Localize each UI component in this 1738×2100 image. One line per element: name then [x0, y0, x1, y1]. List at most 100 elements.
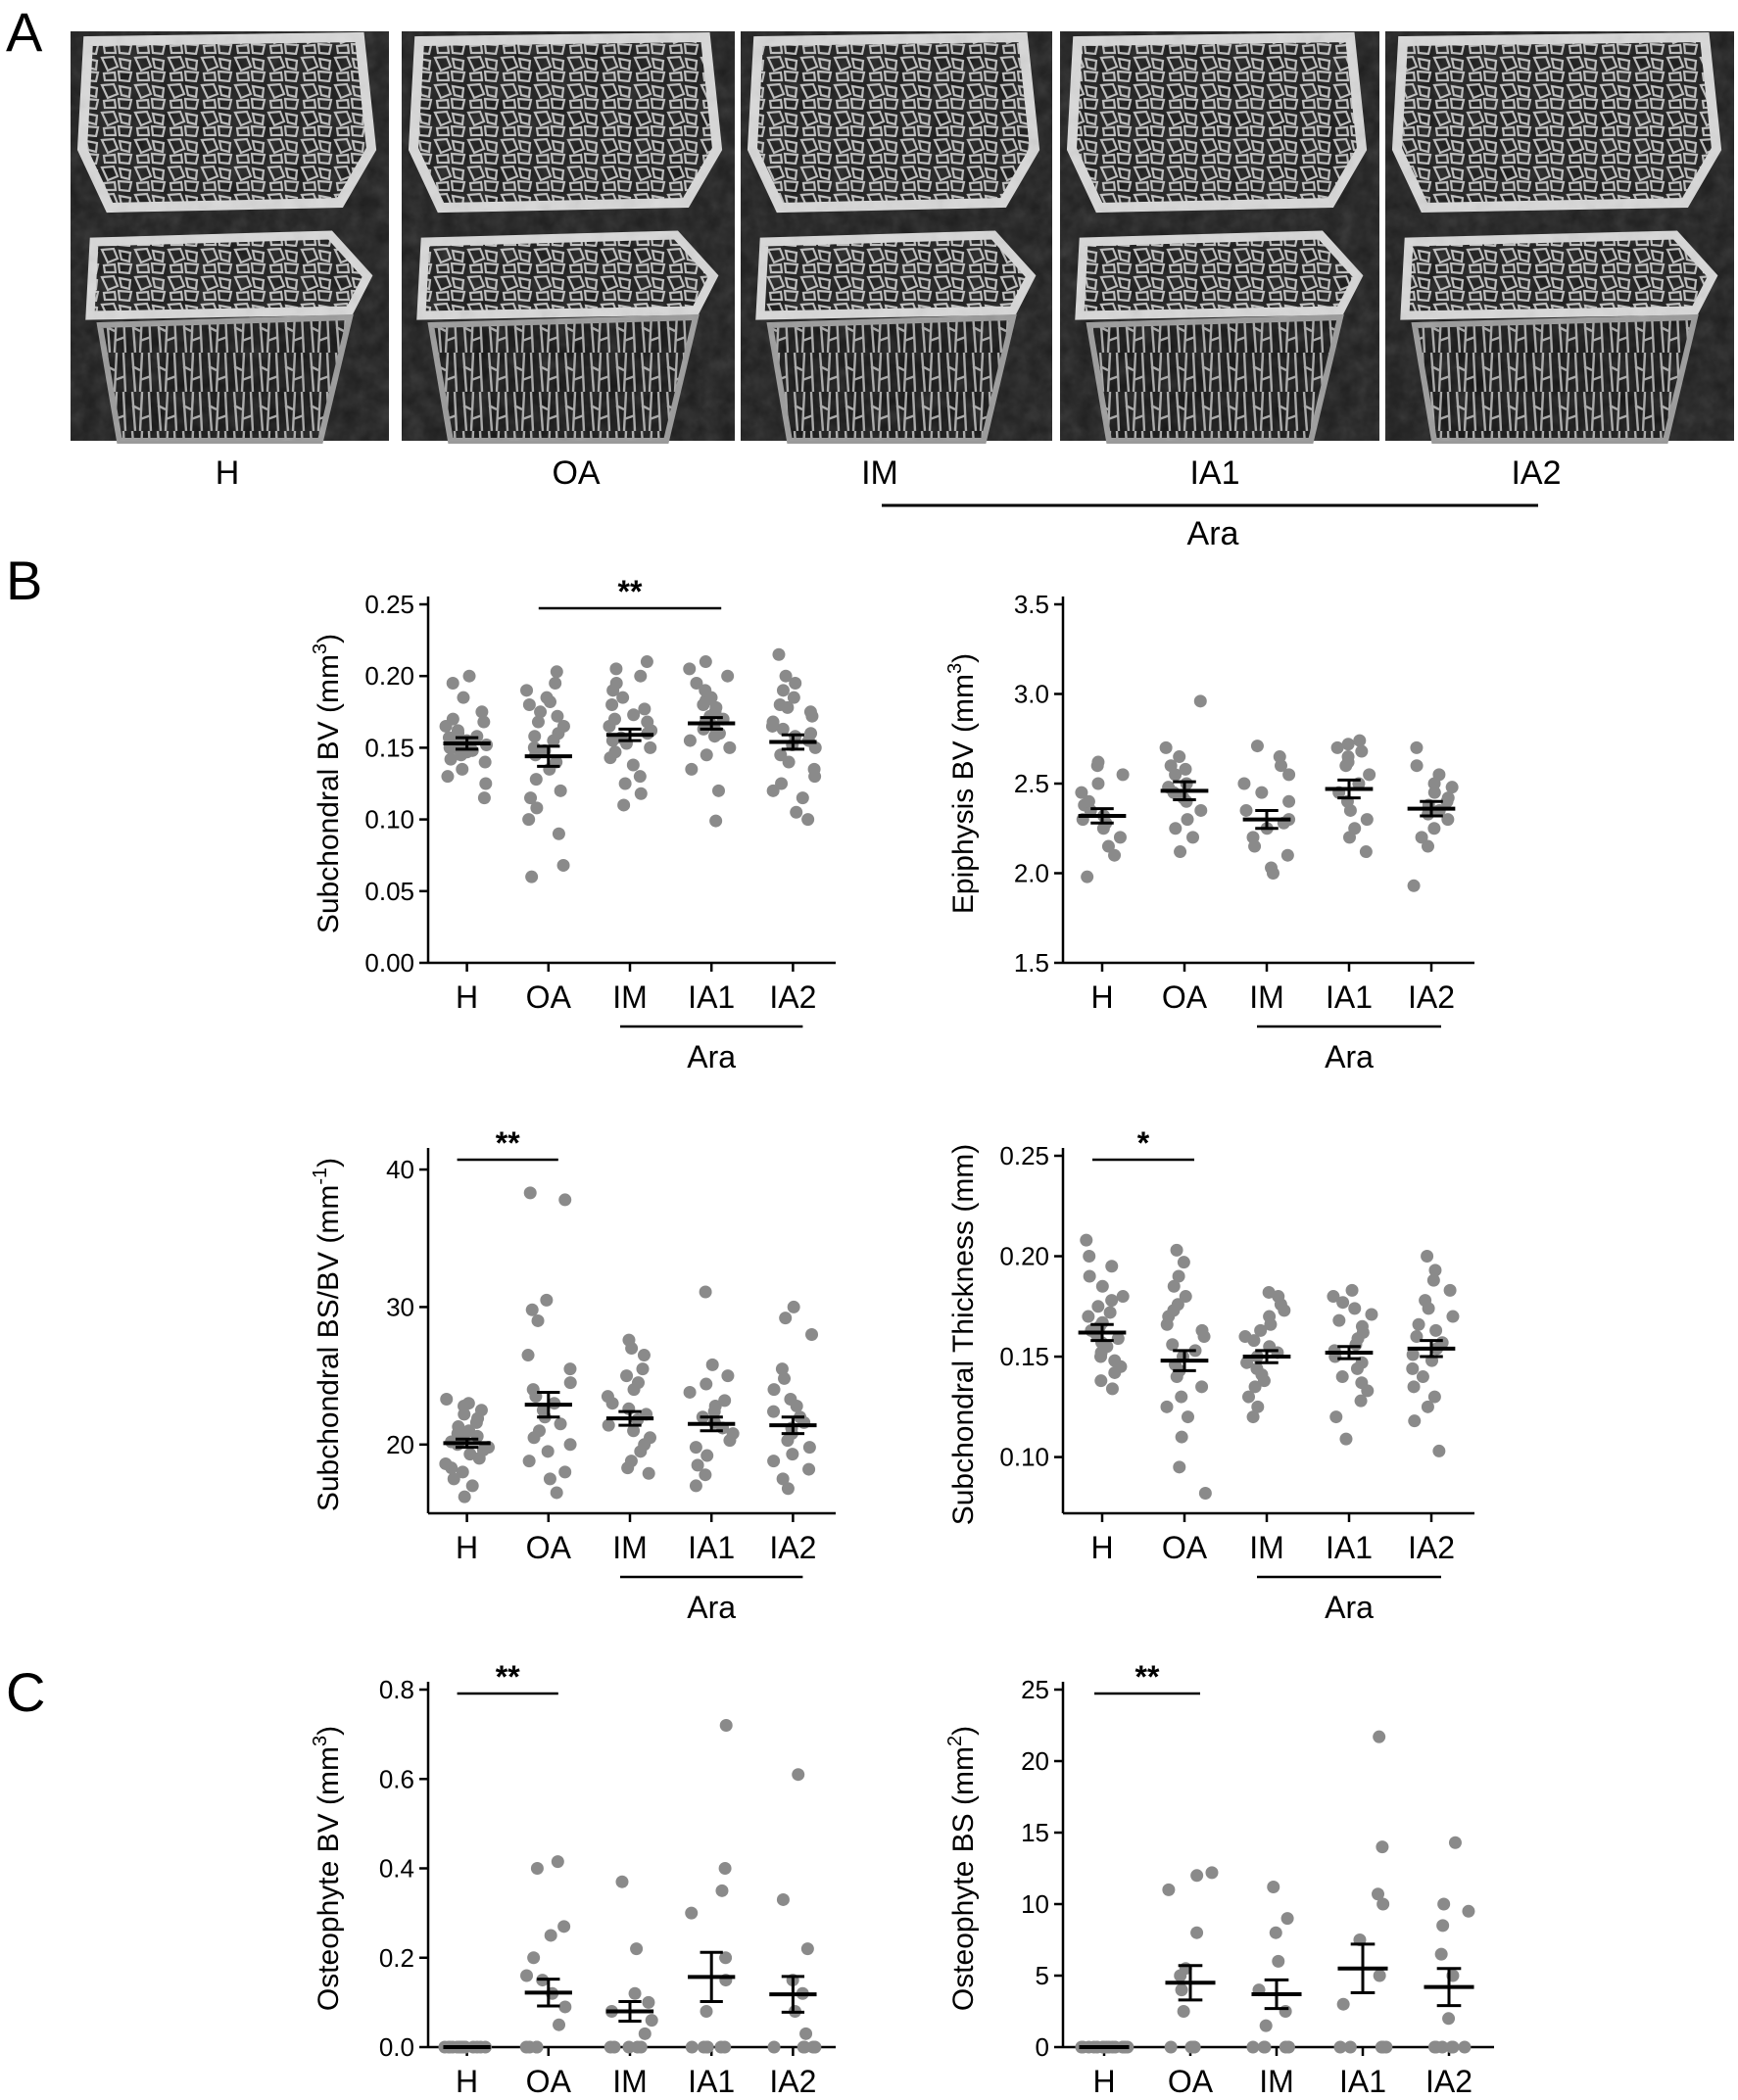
data-point [544, 1929, 557, 1942]
data-point [558, 2000, 572, 2014]
data-point [778, 1371, 792, 1385]
data-point [1443, 1283, 1457, 1297]
x-tick-label: OA [526, 979, 572, 1015]
data-point [1162, 1883, 1176, 1896]
data-point [1406, 1348, 1420, 1361]
data-point [554, 784, 567, 797]
data-point [523, 1186, 537, 1200]
data-point [1181, 813, 1194, 827]
image-label-im: IM [861, 454, 898, 492]
data-point [1427, 786, 1441, 799]
data-point [689, 1479, 702, 1493]
data-point [533, 1424, 547, 1438]
data-point [787, 1300, 800, 1313]
data-point [521, 1349, 535, 1362]
data-point [808, 2040, 822, 2054]
data-point [1427, 822, 1441, 835]
data-point [1198, 1486, 1212, 1500]
data-point [1355, 1319, 1369, 1333]
data-point [477, 791, 491, 805]
data-point [617, 798, 631, 812]
data-point [699, 1468, 712, 1482]
data-point [447, 1472, 460, 1486]
data-point [1254, 1323, 1268, 1337]
data-point [602, 1418, 615, 1432]
data-point [1442, 2012, 1456, 2026]
data-point [1410, 740, 1424, 754]
data-point [1429, 1323, 1443, 1337]
data-point [1195, 1380, 1209, 1394]
data-point [531, 715, 545, 729]
data-point [642, 1466, 655, 1480]
data-point [1262, 1285, 1276, 1299]
data-point [1242, 1390, 1256, 1404]
data-point [708, 1400, 722, 1412]
data-point [699, 1285, 712, 1299]
image-label-ia1: IA1 [1189, 454, 1239, 492]
data-point [1376, 1897, 1390, 1911]
data-point [718, 2040, 732, 2054]
data-point [1181, 1410, 1194, 1424]
data-point [1462, 1904, 1475, 1918]
data-point [530, 801, 544, 815]
data-point [1246, 831, 1260, 844]
micro-ct-image-1 [71, 31, 389, 444]
data-point [475, 705, 489, 719]
data-point [465, 1479, 479, 1493]
data-point [719, 1951, 733, 1965]
data-point [1363, 768, 1376, 782]
data-point [1432, 768, 1446, 782]
image-grain [402, 31, 735, 441]
y-tick-label: 20 [386, 1430, 414, 1459]
data-point [1105, 1294, 1119, 1308]
data-point [452, 1420, 465, 1434]
data-point [1116, 1290, 1130, 1304]
data-point [541, 1445, 555, 1458]
data-point [520, 684, 534, 697]
data-point [711, 784, 725, 797]
data-point [1434, 1947, 1448, 1961]
image-grain [1385, 31, 1734, 441]
x-tick-label: OA [526, 2064, 572, 2099]
data-point [634, 2040, 648, 2054]
data-point [543, 1472, 556, 1486]
data-point [622, 1333, 636, 1347]
data-point [627, 708, 641, 722]
x-tick-label: H [456, 2064, 478, 2099]
data-point [522, 697, 536, 711]
y-tick-label: 0.6 [379, 1764, 414, 1793]
data-point [563, 1376, 577, 1390]
data-point [774, 748, 788, 762]
image-labels: H OA IM IA1 IA2 [216, 454, 1562, 492]
data-point [709, 700, 723, 714]
y-axis-label: Subchondral Thickness (mm) [947, 1144, 980, 1526]
ara-group-label: Ara [1325, 1039, 1374, 1074]
image-label-h: H [216, 454, 240, 492]
panel-label-a: A [6, 1, 43, 63]
data-point [767, 1405, 781, 1418]
data-point [685, 1906, 699, 1920]
data-point [601, 1390, 614, 1404]
data-point [1190, 1926, 1204, 1939]
x-tick-label: H [1090, 979, 1113, 1015]
data-point [782, 755, 796, 769]
data-point [638, 2027, 652, 2040]
data-point [1164, 759, 1178, 773]
data-point [1246, 2040, 1260, 2054]
chart-osteophyte-bs: 0 5 10 15 20 25 Osteophyte BS (mm2) H OA IM IA1 IA2… [944, 1659, 1494, 2099]
data-point [474, 1404, 488, 1417]
x-tick-label: IA1 [688, 2064, 735, 2099]
data-point [1446, 2040, 1460, 2054]
data-point [1282, 794, 1296, 808]
data-point [1195, 1323, 1209, 1337]
data-point [1265, 861, 1279, 875]
data-point [641, 715, 654, 729]
data-point [1407, 879, 1421, 892]
data-point [1421, 839, 1434, 853]
data-point [524, 791, 538, 805]
image-grain [71, 31, 389, 441]
data-point [775, 1362, 789, 1376]
x-tick-label: H [456, 979, 478, 1015]
data-point [1436, 1919, 1450, 1933]
data-point [700, 748, 713, 762]
